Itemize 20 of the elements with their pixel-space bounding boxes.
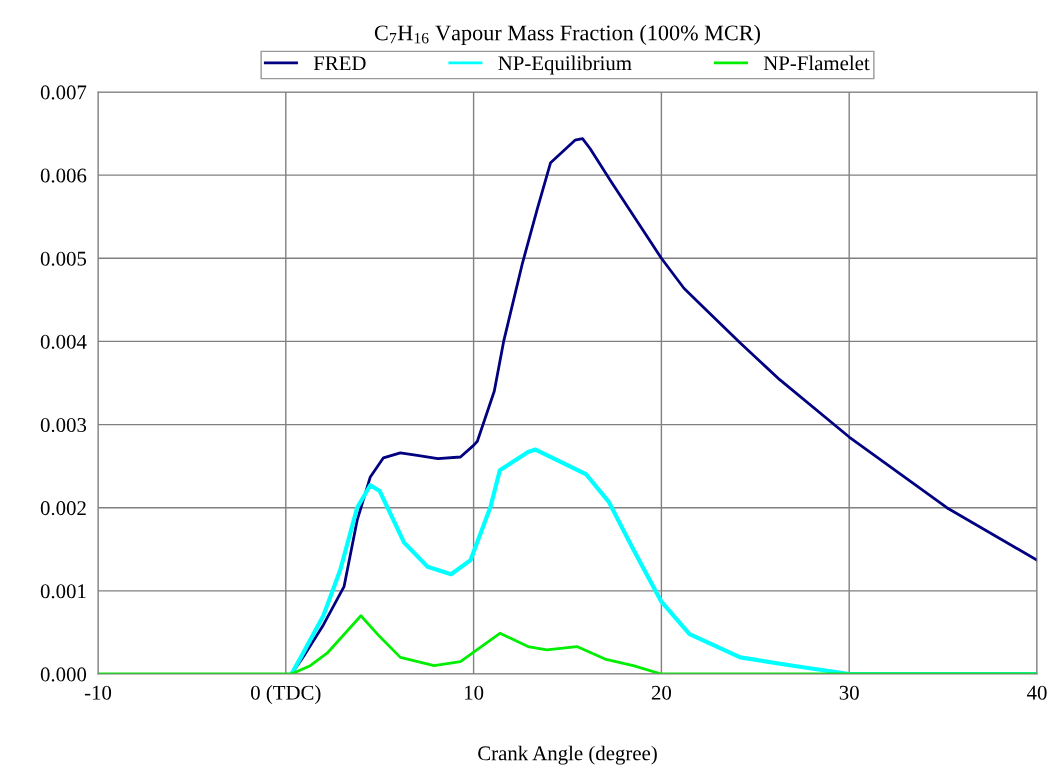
y-tick-label: 0.001 <box>40 584 86 599</box>
x-tick-label: 0 (TDC) <box>251 685 321 704</box>
x-tick-label: 30 <box>839 685 859 700</box>
x-tick-label: 20 <box>651 685 672 700</box>
line-series <box>289 447 1037 674</box>
y-tick-label: 0.003 <box>40 417 87 433</box>
y-tick-label: 0.002 <box>40 501 86 516</box>
legend-label: FRED <box>313 56 366 71</box>
y-tick-label: 0.004 <box>40 334 87 349</box>
y-tick-label: 0.006 <box>40 168 87 183</box>
legend-label: NP-Flamelet <box>763 55 870 71</box>
chart-title: C$_{7}$H$_{16}$ Vapour Mass Fraction (100% MCR) <box>374 24 760 45</box>
y-tick-label: 0.000 <box>40 667 87 682</box>
x-axis-title: Crank Angle (degree) <box>478 745 657 765</box>
x-tick-label: 40 <box>1026 685 1047 700</box>
y-tick-label: 0.005 <box>40 251 87 266</box>
x-tick-label: 10 <box>465 685 484 700</box>
legend-label: NP-Equilibrium <box>498 55 632 75</box>
y-tick-label: 0.007 <box>40 85 87 100</box>
x-tick-label: -10 <box>84 685 112 700</box>
